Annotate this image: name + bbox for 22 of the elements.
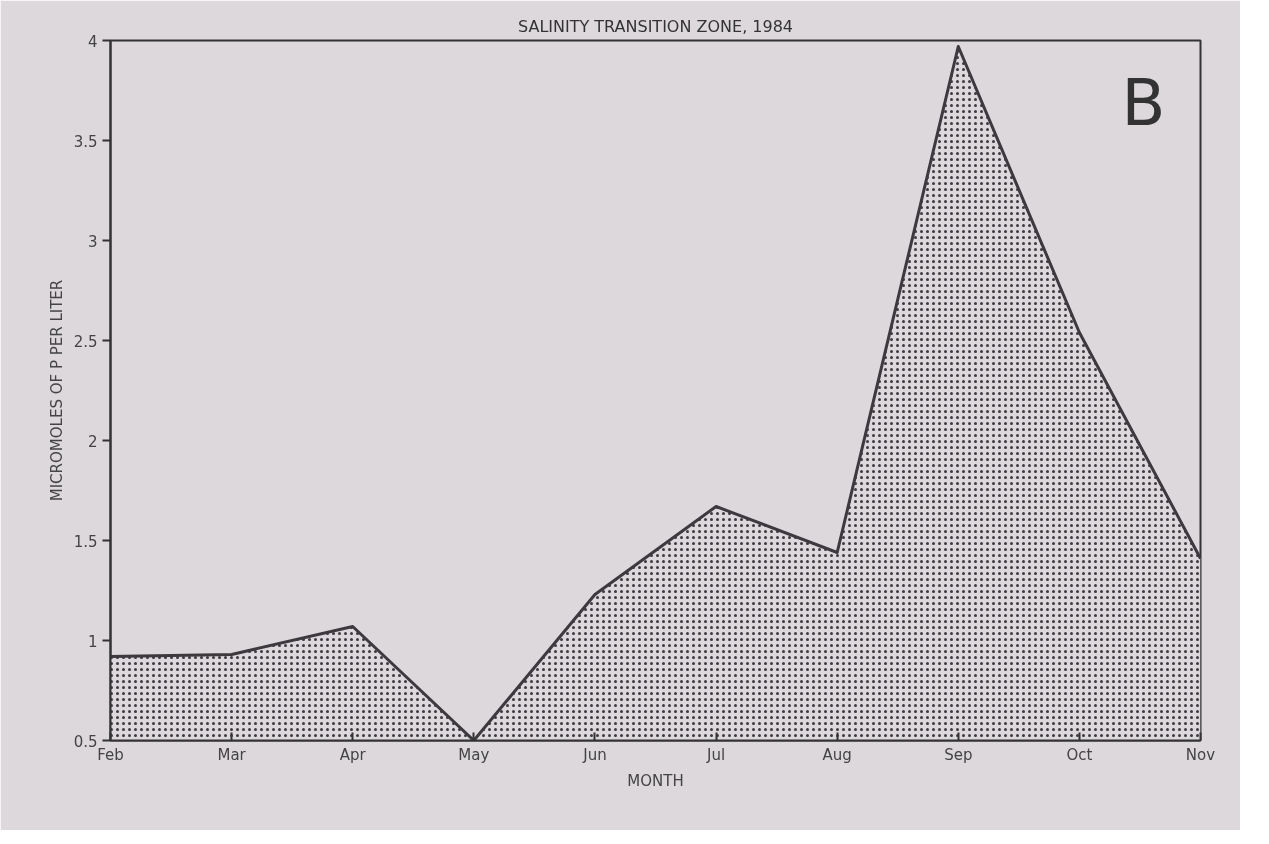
- x-tick-label: Sep: [944, 745, 973, 764]
- x-tick-label: Apr: [339, 745, 367, 764]
- x-tick-label: Jul: [706, 745, 726, 764]
- y-tick-label: 3: [87, 232, 98, 251]
- chart-title: SALINITY TRANSITION ZONE, 1984: [517, 16, 794, 36]
- y-tick-label: 1.5: [73, 532, 98, 551]
- x-tick-label: Nov: [1185, 745, 1216, 764]
- y-tick-label: 0.5: [73, 732, 98, 751]
- y-tick-label: 4: [87, 32, 98, 51]
- x-tick-label: Aug: [822, 745, 852, 764]
- y-tick-label: 1: [87, 632, 98, 651]
- y-axis-title: MICROMOLES OF P PER LITER: [47, 279, 66, 502]
- x-tick-label: Feb: [97, 745, 124, 764]
- x-tick-label: May: [458, 745, 490, 764]
- x-tick-label: Jun: [582, 745, 607, 764]
- x-tick-label: Oct: [1066, 745, 1093, 764]
- y-tick-label: 3.5: [73, 132, 98, 151]
- annotation: B: [1121, 65, 1166, 140]
- x-axis-title: MONTH: [627, 771, 684, 790]
- y-tick-label: 2: [87, 432, 98, 451]
- y-tick-label: 2.5: [73, 332, 98, 351]
- x-tick-label: Mar: [217, 745, 247, 764]
